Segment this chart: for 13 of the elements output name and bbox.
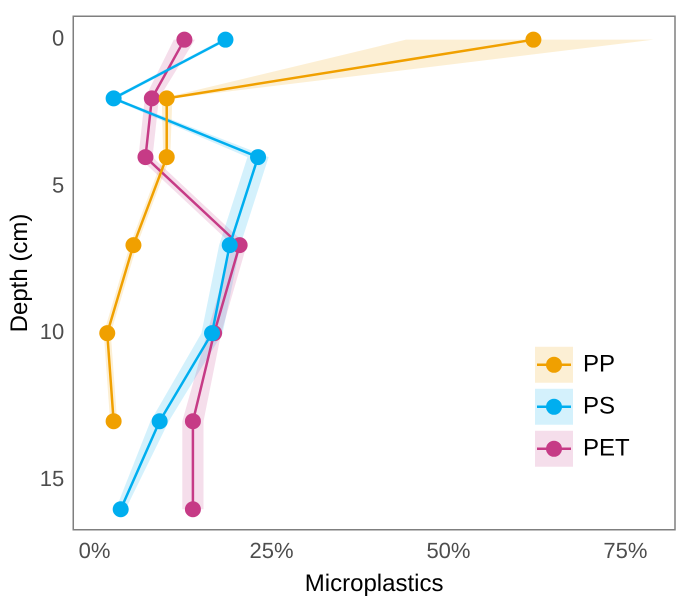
y-tick-label: 0 bbox=[52, 26, 64, 51]
legend-label: PS bbox=[583, 392, 616, 420]
y-tick-label: 10 bbox=[40, 319, 64, 344]
x-tick-label: 75% bbox=[603, 538, 648, 564]
y-tick-label: 15 bbox=[40, 466, 64, 491]
x-tick-label: 0% bbox=[78, 538, 110, 564]
legend-label: PP bbox=[583, 350, 616, 378]
y-tick-label: 5 bbox=[52, 172, 64, 198]
x-tick-label: 25% bbox=[249, 538, 294, 564]
x-tick-label: 50% bbox=[426, 538, 470, 564]
y-axis-title: Depth (cm) bbox=[6, 214, 34, 332]
x-axis-title: Microplastics bbox=[304, 570, 444, 598]
legend-label: PET bbox=[583, 434, 630, 462]
